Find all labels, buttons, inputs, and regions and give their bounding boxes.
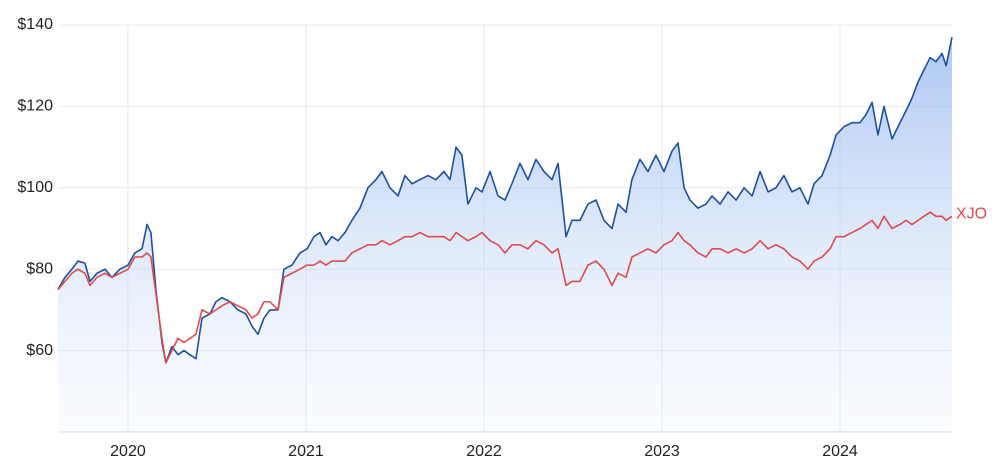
y-tick-label: $100 bbox=[17, 179, 53, 196]
areas bbox=[58, 37, 952, 433]
line bbox=[57, 37, 953, 364]
x-tick-label: 2021 bbox=[288, 443, 324, 460]
area bbox=[58, 37, 952, 433]
x-tick-label: 2023 bbox=[644, 443, 680, 460]
y-tick-label: $140 bbox=[17, 16, 53, 33]
line bbox=[57, 211, 953, 364]
x-tick-label: 2024 bbox=[822, 443, 858, 460]
y-tick-label: $120 bbox=[17, 98, 53, 115]
x-tick-label: 2022 bbox=[466, 443, 502, 460]
y-tick-label: $80 bbox=[26, 260, 53, 277]
labels: $60 $80 $100 $120 $140 2020 2021 2022 2023 2024 XJ… bbox=[17, 16, 987, 460]
y-tick-label: $60 bbox=[26, 342, 53, 359]
series-label: XJO bbox=[956, 206, 987, 223]
lines bbox=[57, 37, 953, 364]
x-tick-label: 2020 bbox=[110, 443, 146, 460]
